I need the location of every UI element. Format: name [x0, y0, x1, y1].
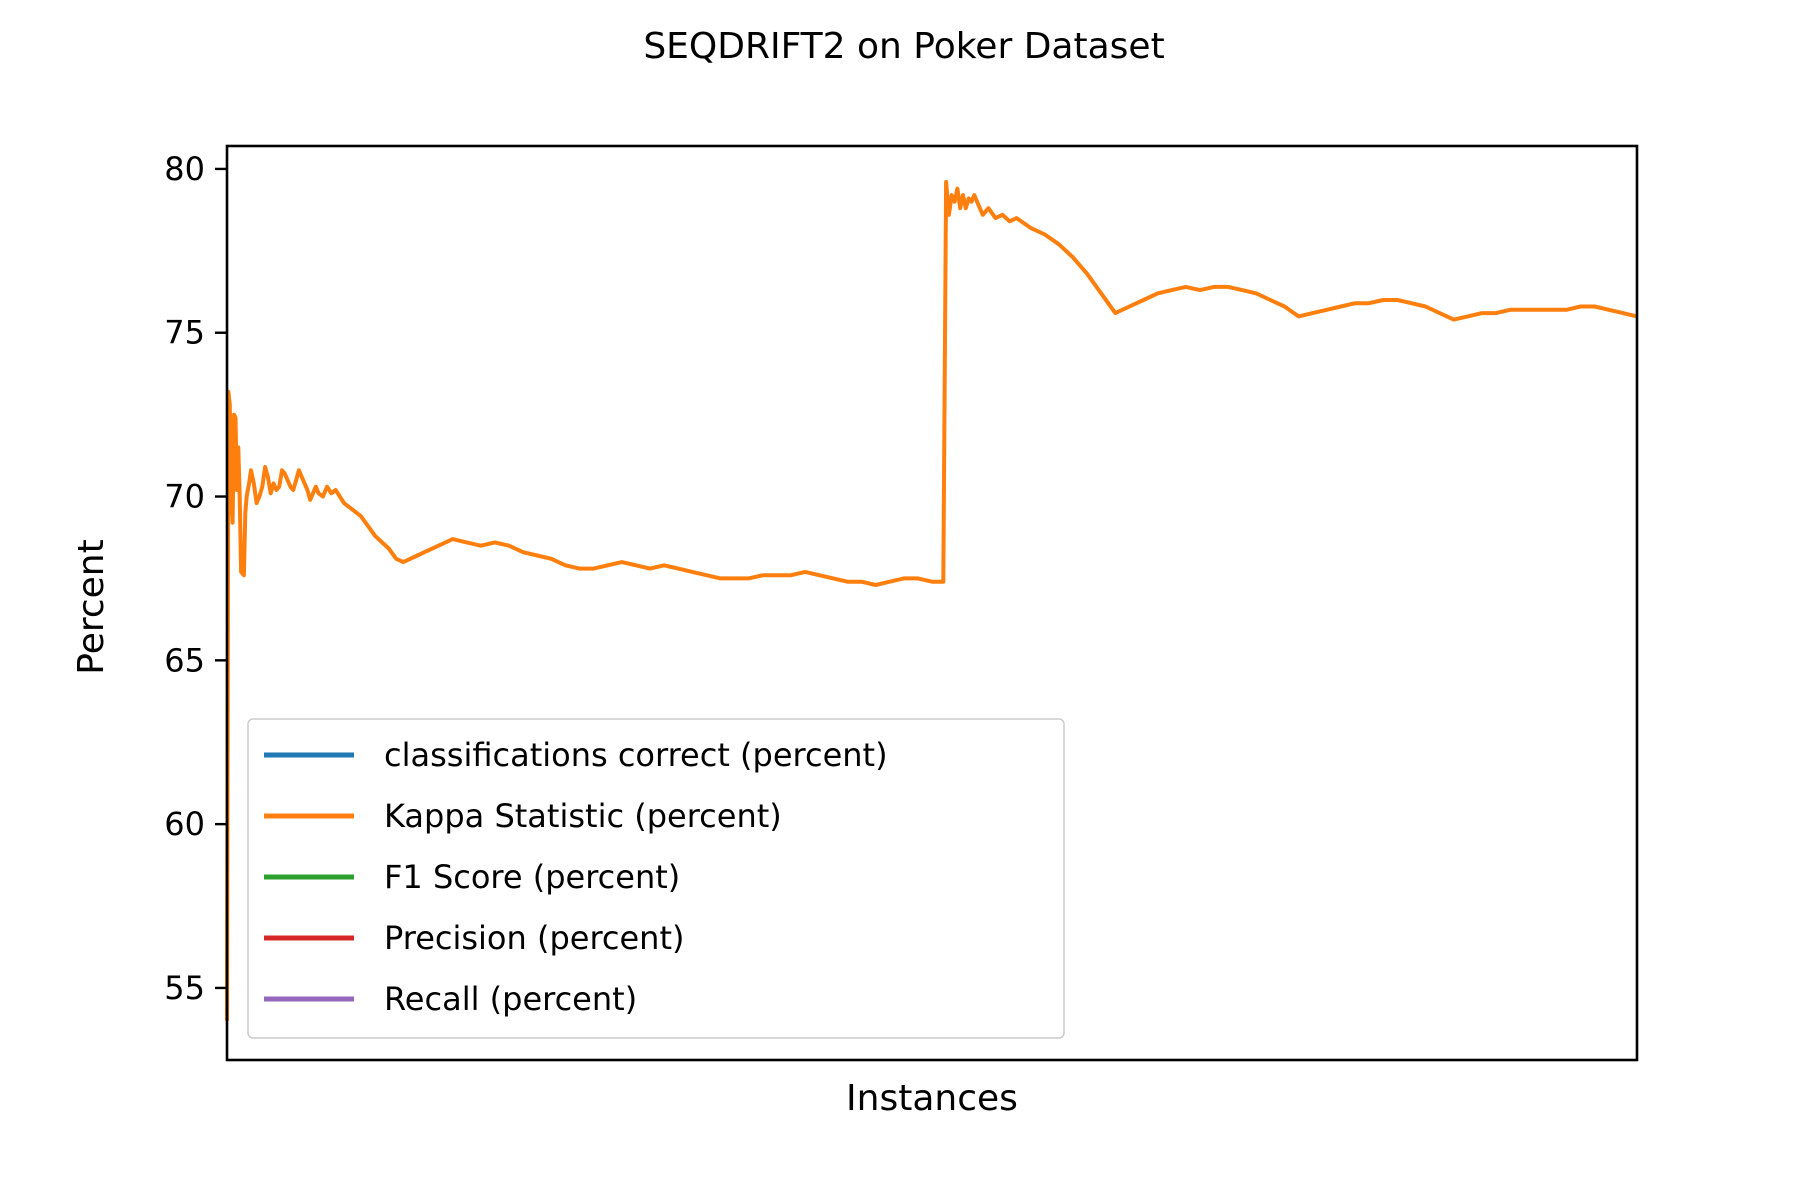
chart-title: SEQDRIFT2 on Poker Dataset [643, 26, 1164, 67]
plot-frame [225, 144, 1639, 1062]
x-axis-label: Instances [846, 1078, 1018, 1119]
y-axis-label: Percent [71, 539, 112, 674]
legend-label: classifications correct (percent) [384, 736, 888, 774]
y-tick-label: 75 [164, 314, 205, 352]
y-tick-label: 60 [164, 805, 205, 843]
legend-box [247, 718, 1065, 1039]
plot-lines [225, 180, 1638, 1021]
legend-label: Kappa Statistic (percent) [384, 797, 782, 835]
y-tick-label: 65 [164, 641, 205, 679]
y-tick-label: 80 [164, 150, 205, 188]
y-axis-ticks: 55 60 65 70 75 80 [164, 150, 227, 1007]
y-tick-label: 55 [164, 969, 205, 1007]
legend: classifications correct (percent) Kappa S… [247, 718, 1065, 1039]
y-tick-label: 70 [164, 478, 205, 516]
legend-label: F1 Score (percent) [384, 858, 680, 896]
legend-label: Precision (percent) [384, 919, 684, 957]
series-line [225, 180, 1638, 1021]
legend-label: Recall (percent) [384, 980, 637, 1018]
